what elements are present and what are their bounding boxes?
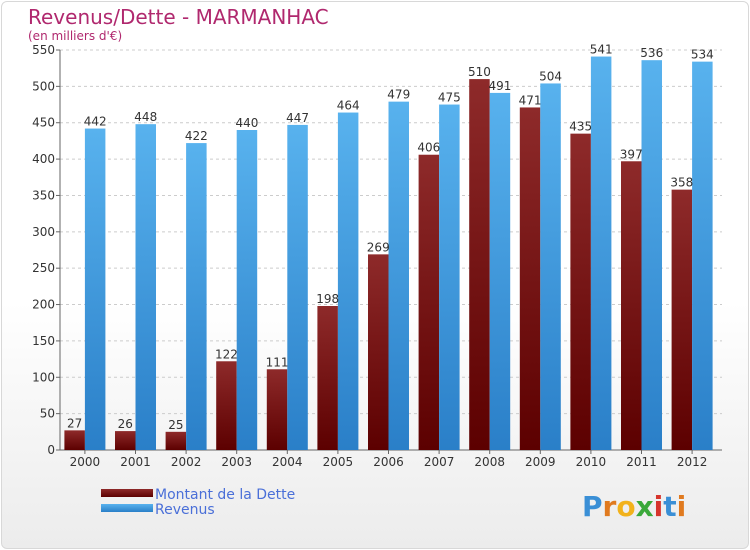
value-label: 27 bbox=[67, 416, 82, 430]
value-label: 471 bbox=[519, 93, 542, 107]
bar-dette bbox=[519, 107, 541, 451]
legend-swatch-revenus bbox=[101, 504, 153, 512]
legend-label-dette: Montant de la Dette bbox=[155, 487, 295, 503]
y-tick-label: 150 bbox=[32, 334, 55, 348]
logo-letter: r bbox=[603, 490, 617, 523]
logo-letter: i bbox=[654, 490, 664, 523]
bar-revenus bbox=[135, 124, 156, 450]
bar-dette bbox=[368, 254, 389, 450]
value-label: 504 bbox=[539, 69, 562, 83]
y-tick-labels: 0 50 100 150 200 250 300 350 400 450 500 550 bbox=[32, 43, 55, 457]
logo-letter: t bbox=[663, 490, 676, 523]
legend-swatch-dette bbox=[101, 489, 153, 497]
value-label: 25 bbox=[168, 418, 183, 432]
x-tick-label: 2010 bbox=[576, 455, 607, 469]
x-tick-label: 2003 bbox=[221, 455, 252, 469]
y-tick-label: 400 bbox=[32, 152, 55, 166]
bar-revenus bbox=[337, 112, 359, 450]
value-label: 269 bbox=[367, 240, 390, 254]
x-tick-label: 2008 bbox=[474, 455, 505, 469]
x-tick-label: 2007 bbox=[424, 455, 455, 469]
bar-dette bbox=[671, 189, 693, 451]
value-label: 464 bbox=[337, 99, 360, 113]
value-label: 475 bbox=[438, 91, 461, 105]
logo-letter: P bbox=[582, 490, 603, 523]
x-tick-label: 2011 bbox=[626, 455, 657, 469]
bar-revenus bbox=[439, 104, 460, 450]
bar-revenus bbox=[641, 60, 662, 450]
value-label: 111 bbox=[266, 355, 289, 369]
value-labels: 27 442 26 448 25 422 122 440 111 447 198 464 269 479 4… bbox=[67, 43, 714, 432]
x-tick-label: 2001 bbox=[120, 455, 151, 469]
bar-dette bbox=[570, 133, 591, 451]
value-label: 510 bbox=[468, 65, 491, 79]
bar-dette bbox=[469, 79, 490, 450]
bar-revenus bbox=[186, 143, 207, 450]
value-label: 534 bbox=[691, 48, 714, 62]
bar-dette bbox=[216, 361, 237, 450]
y-tick-label: 450 bbox=[32, 116, 55, 130]
bar-revenus bbox=[287, 124, 308, 450]
x-tick-label: 2000 bbox=[70, 455, 101, 469]
y-tick-label: 300 bbox=[32, 225, 55, 239]
value-label: 422 bbox=[185, 129, 208, 143]
logo-letter: o bbox=[616, 490, 635, 523]
value-label: 440 bbox=[235, 116, 258, 130]
chart-title: Revenus/Dette - MARMANHAC bbox=[28, 5, 329, 29]
value-label: 541 bbox=[590, 43, 613, 57]
x-tick-label: 2004 bbox=[272, 455, 303, 469]
bar-revenus bbox=[590, 56, 612, 450]
chart-subtitle: (en milliers d'€) bbox=[28, 29, 122, 43]
y-tick-label: 550 bbox=[32, 43, 55, 57]
bar-dette bbox=[317, 306, 338, 450]
bar-revenus bbox=[388, 101, 409, 451]
bar-dette bbox=[266, 369, 288, 450]
x-tick-labels: 2000 2001 2002 2003 2004 2005 2006 2007 2008 2009… bbox=[70, 450, 708, 469]
bar-revenus bbox=[236, 130, 258, 450]
legend-label-revenus: Revenus bbox=[155, 502, 215, 518]
x-tick-label: 2009 bbox=[525, 455, 556, 469]
proxiti-logo: Proxiti bbox=[582, 490, 686, 523]
value-label: 448 bbox=[134, 110, 157, 124]
bar-revenus bbox=[84, 128, 106, 450]
bar-dette bbox=[621, 161, 642, 451]
value-label: 122 bbox=[215, 347, 238, 361]
y-tick-label: 250 bbox=[32, 261, 55, 275]
value-label: 397 bbox=[620, 147, 643, 161]
value-label: 536 bbox=[640, 46, 663, 60]
y-tick-label: 200 bbox=[32, 298, 55, 312]
value-label: 198 bbox=[316, 292, 339, 306]
bar-dette bbox=[64, 430, 85, 450]
y-tick-label: 50 bbox=[40, 407, 55, 421]
value-label: 406 bbox=[417, 141, 440, 155]
y-tick-label: 350 bbox=[32, 188, 55, 202]
value-label: 358 bbox=[670, 176, 693, 190]
logo-letter: i bbox=[677, 490, 687, 523]
bar-dette bbox=[115, 431, 136, 450]
bars bbox=[64, 56, 713, 451]
y-tick-label: 100 bbox=[32, 370, 55, 384]
bar-revenus bbox=[540, 83, 561, 451]
logo-letter: x bbox=[636, 490, 654, 523]
x-tick-label: 2012 bbox=[677, 455, 708, 469]
value-label: 447 bbox=[286, 111, 309, 125]
legend: Montant de la Dette Revenus bbox=[101, 487, 295, 518]
value-label: 26 bbox=[118, 417, 133, 431]
bar-dette bbox=[165, 431, 187, 450]
value-label: 435 bbox=[569, 120, 592, 134]
value-label: 479 bbox=[387, 88, 410, 102]
x-tick-label: 2006 bbox=[373, 455, 404, 469]
y-tick-label: 0 bbox=[47, 443, 55, 457]
value-label: 442 bbox=[84, 115, 107, 129]
logo-text: Proxiti bbox=[582, 490, 686, 523]
x-tick-label: 2002 bbox=[171, 455, 202, 469]
value-label: 491 bbox=[488, 79, 511, 93]
x-tick-label: 2005 bbox=[323, 455, 354, 469]
bar-revenus bbox=[692, 61, 713, 451]
bar-dette bbox=[418, 154, 440, 450]
bar-revenus bbox=[489, 92, 511, 450]
y-tick-label: 500 bbox=[32, 79, 55, 93]
